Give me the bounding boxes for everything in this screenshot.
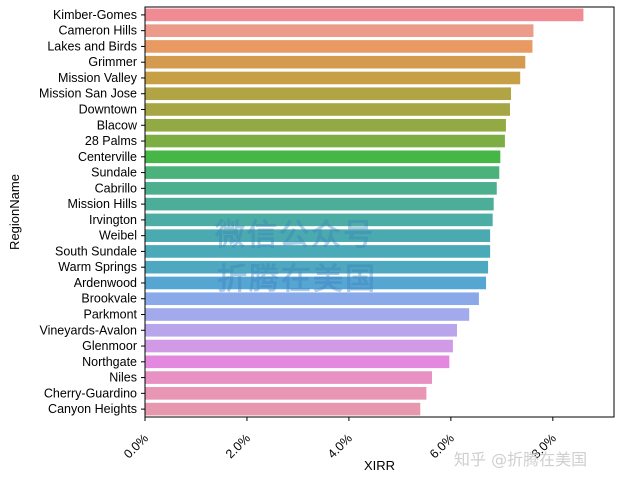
- y-tick-label: Cameron Hills: [59, 24, 138, 38]
- y-axis-label: RegionName: [7, 174, 22, 250]
- y-tick-label: Lakes and Birds: [47, 39, 137, 53]
- bar: [145, 229, 491, 242]
- bar: [145, 166, 500, 179]
- x-axis-label: XIRR: [364, 458, 395, 473]
- watermark-line-1: 微信公众号: [215, 218, 375, 253]
- x-tick-label: 4.0%: [325, 431, 355, 461]
- y-tick-label: Glenmoor: [82, 339, 137, 353]
- bar: [145, 182, 497, 195]
- bar: [145, 103, 511, 116]
- plot-frame: [144, 6, 615, 418]
- y-tick-label: Grimmer: [88, 55, 137, 69]
- y-tick-label: Northgate: [82, 355, 137, 369]
- bar: [145, 118, 506, 132]
- bar: [145, 71, 521, 85]
- y-tick-label: Vineyards-Avalon: [39, 323, 137, 337]
- y-tick-label: Ardenwood: [74, 276, 137, 290]
- y-tick-label: South Sundale: [55, 244, 137, 258]
- bar: [145, 134, 505, 148]
- y-tick-label: Irvington: [89, 213, 137, 227]
- bar: [145, 387, 427, 400]
- x-tick-label: 6.0%: [427, 431, 457, 461]
- bar: [145, 87, 512, 101]
- y-tick-label: Niles: [109, 371, 137, 385]
- y-tick-label: Mission Valley: [58, 71, 138, 85]
- bar: [145, 402, 421, 416]
- y-tick-label: Parkmont: [84, 308, 138, 322]
- y-tick-label: Downtown: [79, 103, 137, 117]
- bar: [145, 245, 491, 258]
- bar: [145, 40, 533, 53]
- watermark-credit: 知乎 @折腾在美国: [454, 450, 588, 469]
- bar: [145, 276, 487, 290]
- bar: [145, 55, 526, 69]
- y-tick-label: Mission Hills: [68, 197, 137, 211]
- bar: [145, 355, 450, 369]
- bar: [145, 197, 494, 211]
- bar: [145, 8, 584, 22]
- y-tick-label: Mission San Jose: [39, 87, 137, 101]
- bar: [145, 323, 457, 337]
- y-tick-label: Canyon Heights: [48, 402, 137, 416]
- y-tick-label: Weibel: [99, 229, 137, 243]
- y-tick-label: Cherry-Guardino: [44, 386, 137, 400]
- y-tick-label: Centerville: [78, 150, 137, 164]
- y-tick-label: Warm Springs: [58, 260, 137, 274]
- y-tick-label: Kimber-Gomes: [53, 8, 137, 22]
- x-tick-label: 0.0%: [121, 431, 151, 461]
- x-tick-label: 2.0%: [223, 431, 253, 461]
- bar: [145, 308, 470, 321]
- bar: [145, 292, 479, 306]
- bar: [145, 339, 453, 353]
- watermark-line-2: 折腾在美国: [217, 262, 377, 297]
- y-tick-label: Sundale: [91, 166, 137, 180]
- y-tick-label: Blacow: [97, 118, 138, 132]
- bar: [145, 150, 501, 164]
- y-tick-label: Brookvale: [81, 292, 137, 306]
- y-tick-label: 28 Palms: [85, 134, 137, 148]
- bar: [145, 213, 493, 227]
- y-tick-label: Cabrillo: [95, 181, 137, 195]
- bar: [145, 371, 433, 384]
- bar: [145, 260, 489, 274]
- bar: [145, 24, 534, 37]
